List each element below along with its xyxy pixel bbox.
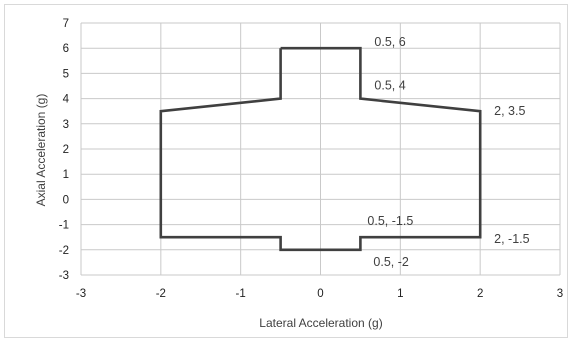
data-label: 0.5, -2 [373,255,408,269]
data-label: 2, -1.5 [494,232,529,246]
x-tick-label: 1 [397,288,403,300]
series-group [159,46,482,252]
chart-frame [4,4,568,338]
data-label: 0.5, 6 [374,35,405,49]
x-tick-label: 0 [317,288,323,300]
data-label: 0.5, 4 [374,79,405,93]
data-label: 0.5, -1.5 [367,214,413,228]
y-tick-labels: -3 -2 -1 0 1 2 3 4 5 6 7 [59,18,70,282]
series-line [159,46,482,252]
x-tick-labels: -3 -2 -1 0 1 2 3 [76,288,563,300]
data-label: 2, 3.5 [494,104,525,118]
y-tick-label: 0 [63,194,69,206]
y-tick-label: 7 [63,18,69,30]
grid-lines [80,22,561,276]
x-tick-label: 2 [477,288,483,300]
x-axis-label: Lateral Acceleration (g) [259,316,382,330]
x-tick-label: 3 [557,288,563,300]
y-axis-label: Axial Acceleration (g) [34,94,48,207]
y-tick-label: 3 [63,119,69,131]
y-tick-label: 6 [63,43,69,55]
y-tick-label: -2 [59,245,69,257]
y-tick-label: -1 [59,220,69,232]
x-tick-label: -3 [76,288,86,300]
y-tick-label: 1 [63,169,69,181]
x-tick-label: -2 [156,288,166,300]
y-tick-label: 5 [63,68,69,80]
y-tick-label: 2 [63,144,69,156]
annotations: 0.5, 6 0.5, 4 2, 3.5 0.5, -1.5 2, -1.5 0.5, -… [367,35,529,269]
x-tick-label: -1 [236,288,246,300]
y-tick-label: -3 [59,270,69,282]
y-tick-label: 4 [63,94,70,106]
